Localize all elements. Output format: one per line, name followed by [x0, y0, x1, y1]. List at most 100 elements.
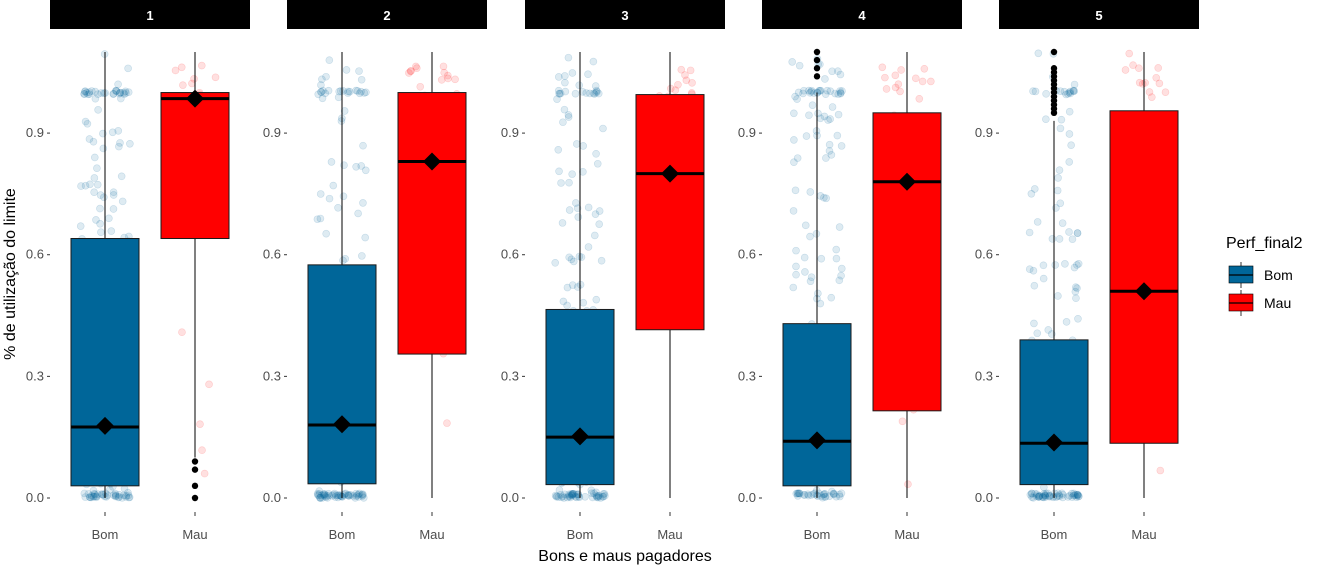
jitter-point: [1039, 274, 1048, 283]
jitter-point: [566, 493, 575, 502]
jitter-point: [891, 83, 900, 92]
y-tick-label: 0.0: [975, 490, 993, 505]
jitter-point: [355, 89, 364, 98]
jitter-point: [589, 57, 598, 66]
jitter-point: [1074, 259, 1083, 268]
jitter-point: [823, 86, 832, 95]
outlier-point: [813, 48, 821, 56]
mean-marker: [1135, 282, 1153, 301]
jitter-point: [927, 77, 935, 86]
jitter-point: [568, 490, 577, 499]
y-tick-label: 0.9: [263, 125, 281, 140]
jitter-point: [1034, 492, 1043, 501]
jitter-point: [837, 489, 846, 498]
jitter-point: [819, 490, 828, 499]
jitter-point: [837, 142, 846, 150]
y-tick-label: 0.9: [501, 125, 519, 140]
jitter-point: [96, 204, 104, 213]
panel-strip: [762, 0, 962, 29]
jitter-point: [412, 62, 420, 71]
jitter-point: [567, 490, 575, 498]
jitter-point: [832, 492, 840, 501]
x-tick-label: Mau: [894, 527, 919, 542]
jitter-point: [1042, 489, 1050, 498]
jitter-point: [352, 86, 360, 95]
jitter-point: [314, 90, 323, 99]
jitter-point: [316, 493, 324, 502]
jitter-point: [882, 85, 891, 93]
jitter-point: [1055, 235, 1064, 243]
jitter-point: [112, 87, 121, 96]
jitter-point: [825, 147, 834, 155]
mean-marker: [808, 431, 826, 450]
jitter-point: [314, 491, 323, 500]
jitter-point: [353, 491, 362, 499]
jitter-point: [315, 487, 324, 495]
y-tick-label: 0.6: [263, 247, 281, 262]
jitter-point: [593, 159, 602, 168]
jitter-point: [568, 170, 576, 178]
jitter-point: [835, 490, 844, 499]
jitter-point: [86, 180, 94, 189]
jitter-point: [320, 490, 329, 498]
y-tick-label: 0.0: [263, 490, 281, 505]
jitter-point: [601, 492, 609, 500]
jitter-point: [688, 79, 696, 87]
jitter-point: [568, 491, 577, 500]
jitter-point: [1044, 326, 1053, 334]
jitter-point: [568, 490, 577, 498]
jitter-point: [1030, 185, 1039, 193]
jitter-point: [789, 207, 798, 215]
jitter-point: [894, 80, 903, 89]
jitter-point: [836, 89, 845, 98]
jitter-point: [329, 181, 338, 190]
jitter-point: [92, 216, 100, 224]
jitter-point: [599, 492, 608, 501]
jitter-point: [828, 67, 836, 76]
jitter-point: [820, 490, 829, 498]
jitter-point: [674, 80, 682, 89]
jitter-point: [817, 492, 826, 500]
jitter-point: [1074, 490, 1082, 499]
outlier-point: [191, 466, 199, 473]
jitter-point: [330, 489, 339, 498]
jitter-point: [904, 480, 912, 489]
iqr-box: [160, 92, 230, 240]
jitter-point: [85, 88, 94, 96]
jitter-point: [177, 63, 186, 72]
jitter-point: [93, 492, 101, 501]
jitter-point: [563, 493, 572, 502]
jitter-point: [83, 119, 92, 128]
jitter-point: [109, 205, 118, 213]
jitter-point: [565, 490, 573, 499]
jitter-point: [346, 491, 355, 499]
jitter-point: [352, 489, 360, 498]
jitter-point: [1058, 493, 1067, 502]
jitter-point: [1065, 158, 1074, 166]
jitter-point: [788, 58, 797, 66]
jitter-point: [579, 298, 588, 307]
jitter-point: [1067, 141, 1075, 150]
jitter-point: [1042, 115, 1050, 124]
jitter-point: [90, 153, 99, 162]
jitter-point: [807, 491, 816, 499]
jitter-point: [321, 492, 329, 500]
jitter-point: [1072, 294, 1080, 302]
jitter-point: [826, 115, 834, 123]
jitter-point: [1049, 492, 1058, 501]
jitter-point: [1070, 491, 1079, 499]
jitter-point: [1057, 115, 1066, 124]
jitter-point: [320, 491, 328, 500]
panel-strip: [999, 0, 1199, 29]
iqr-box: [782, 323, 852, 487]
jitter-point: [1074, 491, 1082, 500]
jitter-point: [837, 264, 846, 273]
jitter-point: [317, 81, 325, 89]
jitter-point: [82, 88, 91, 97]
jitter-point: [1056, 124, 1065, 133]
jitter-point: [561, 490, 569, 499]
jitter-point: [92, 493, 101, 502]
jitter-point: [561, 72, 569, 80]
jitter-point: [595, 207, 604, 215]
jitter-point: [313, 489, 322, 498]
